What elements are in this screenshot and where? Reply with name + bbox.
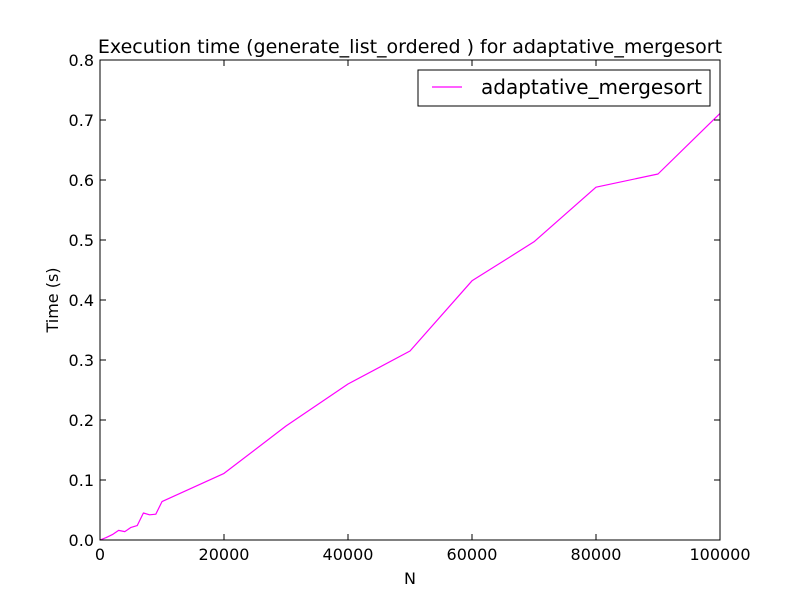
legend: adaptative_mergesort <box>417 69 711 107</box>
x-tick-label: 60000 <box>447 545 498 564</box>
x-axis-label: N <box>404 569 416 588</box>
x-tick-label: 20000 <box>199 545 250 564</box>
y-tick-label: 0.2 <box>69 411 94 430</box>
legend-label: adaptative_mergesort <box>481 75 702 99</box>
y-tick-label: 0.0 <box>69 531 94 550</box>
y-tick-label: 0.1 <box>69 471 94 490</box>
y-tick-label: 0.7 <box>69 111 94 130</box>
y-tick-label: 0.8 <box>69 51 94 70</box>
y-tick-label: 0.6 <box>69 171 94 190</box>
legend-box <box>417 69 711 107</box>
x-tick-label: 100000 <box>689 545 750 564</box>
plot-area <box>99 112 721 541</box>
x-tick-label: 80000 <box>571 545 622 564</box>
x-tick-label: 40000 <box>323 545 374 564</box>
plot-frame <box>99 59 721 541</box>
y-axis-label: Time (s) <box>43 267 62 333</box>
y-tick-label: 0.5 <box>69 231 94 250</box>
axis-ticks: 0 20000 40000 60000 80000 100000 0.0 0.1 0.2 0.3 0… <box>69 51 751 564</box>
y-tick-label: 0.3 <box>69 351 94 370</box>
chart-title: Execution time (generate_list_ordered ) … <box>98 36 722 58</box>
series-line <box>99 112 721 541</box>
y-tick-label: 0.4 <box>69 291 94 310</box>
x-tick-label: 0 <box>95 545 105 564</box>
